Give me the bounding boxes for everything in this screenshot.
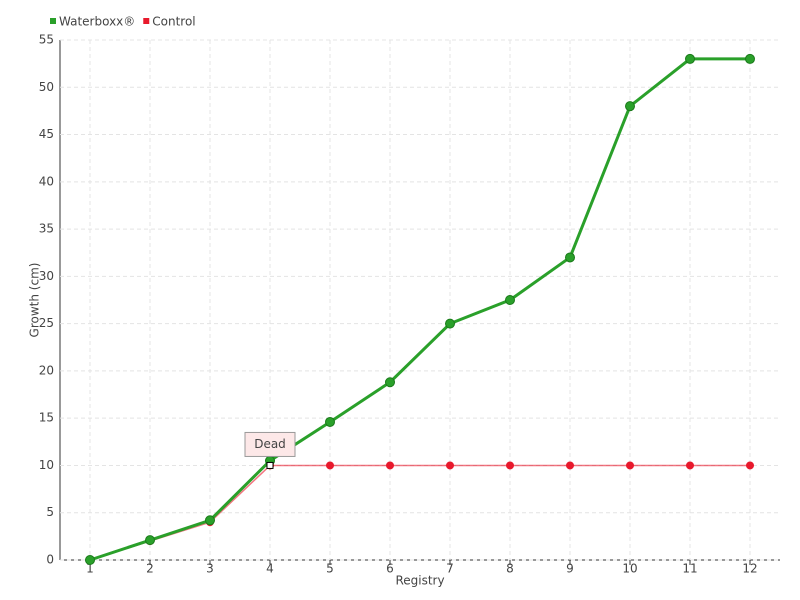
y-tick-label: 55 xyxy=(39,33,54,47)
y-tick-label: 10 xyxy=(39,458,54,472)
point xyxy=(626,461,634,470)
legend-marker xyxy=(143,18,150,24)
x-tick-label: 2 xyxy=(146,562,154,576)
annotation-box xyxy=(244,431,296,457)
series-line xyxy=(89,57,750,562)
y-tick-label: 20 xyxy=(39,363,54,377)
annotation: Dead xyxy=(254,437,286,451)
point xyxy=(145,535,155,546)
legend-label: Waterboxx® xyxy=(59,15,135,29)
point xyxy=(205,515,215,526)
x-axis-label: Registry xyxy=(395,574,444,588)
point xyxy=(85,555,95,565)
y-tick-label: 30 xyxy=(39,269,54,283)
x-tick-label: 9 xyxy=(566,562,574,576)
point xyxy=(326,461,334,470)
legend-label: Control xyxy=(152,15,195,29)
annotation-marker xyxy=(266,461,274,469)
point xyxy=(685,53,695,64)
series-line xyxy=(89,464,750,561)
point xyxy=(506,461,514,470)
point xyxy=(325,416,335,427)
y-axis-label: Growth (cm) xyxy=(28,263,42,338)
point xyxy=(505,295,515,305)
point xyxy=(386,461,394,470)
y-tick-label: 25 xyxy=(39,316,54,330)
legend-marker xyxy=(50,18,56,24)
x-tick-label: 7 xyxy=(446,562,454,576)
point xyxy=(686,461,694,470)
x-tick-label: 11 xyxy=(682,562,697,576)
y-tick-label: 15 xyxy=(39,411,54,425)
x-tick-label: 3 xyxy=(206,562,214,576)
point xyxy=(745,53,755,64)
point xyxy=(565,252,575,263)
point xyxy=(746,461,754,470)
x-tick-label: 4 xyxy=(266,562,274,576)
y-tick-label: 50 xyxy=(39,80,54,94)
y-tick-label: 35 xyxy=(39,222,54,236)
x-tick-label: 6 xyxy=(386,562,394,576)
y-tick-label: 45 xyxy=(39,127,54,141)
y-tick-label: 40 xyxy=(39,174,54,188)
point xyxy=(566,461,574,470)
point xyxy=(446,461,454,470)
x-tick-label: 8 xyxy=(506,562,514,576)
x-tick-label: 5 xyxy=(326,562,334,576)
y-tick-label: 0 xyxy=(46,553,54,567)
x-tick-label: 12 xyxy=(742,562,757,576)
point xyxy=(385,377,395,388)
point xyxy=(445,318,455,329)
y-tick-label: 5 xyxy=(46,505,54,519)
x-tick-label: 10 xyxy=(622,562,637,576)
point xyxy=(625,101,635,112)
x-tick-label: 1 xyxy=(86,562,94,576)
